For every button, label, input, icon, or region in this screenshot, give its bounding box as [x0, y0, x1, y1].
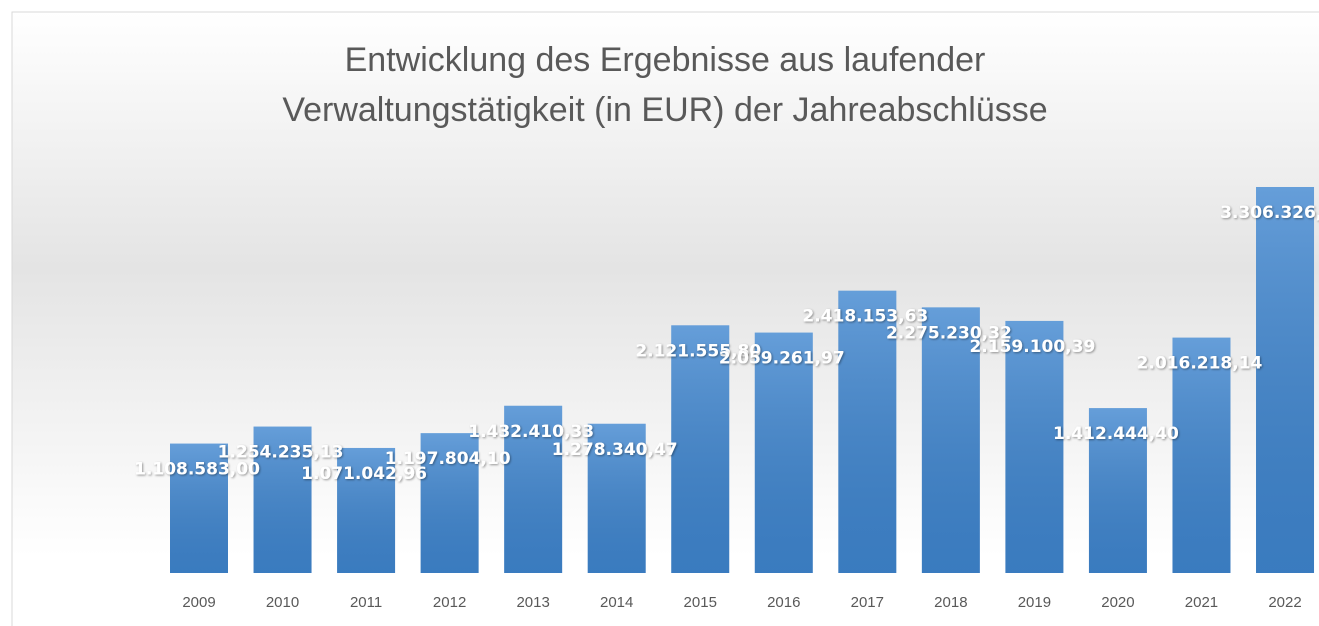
- data-label: 2.418.153,63: [802, 307, 928, 327]
- data-label: 3.306.326,06: [1220, 203, 1319, 223]
- x-tick-label: 2020: [1101, 594, 1134, 611]
- data-label: 1.432.410,33: [468, 422, 594, 442]
- x-tick-label: 2017: [851, 594, 884, 611]
- x-tick-label: 2019: [1018, 594, 1051, 611]
- x-tick-label: 2022: [1268, 594, 1301, 611]
- data-label: 2.016.218,14: [1137, 354, 1263, 374]
- x-tick-label: 2021: [1185, 594, 1218, 611]
- x-tick-label: 2010: [266, 594, 299, 611]
- x-tick-label: 2009: [182, 594, 215, 611]
- x-tick-label: 2012: [433, 594, 466, 611]
- data-label: 2.159.100,39: [969, 337, 1095, 357]
- data-label: 1.278.340,47: [552, 440, 678, 460]
- data-label: 1.108.583,00: [134, 460, 260, 480]
- data-label: 2.275.230,32: [886, 323, 1012, 343]
- x-tick-label: 2015: [684, 594, 717, 611]
- x-tick-label: 2013: [516, 594, 549, 611]
- data-label: 2.121.555,80: [635, 341, 761, 361]
- x-tick-label: 2016: [767, 594, 800, 611]
- x-tick-label: 2011: [350, 594, 382, 611]
- data-label: 1.412.444,40: [1053, 424, 1179, 444]
- x-tick-label: 2014: [600, 594, 633, 611]
- chart-title: Verwaltungstätigkeit (in EUR) der Jahrea…: [282, 91, 1047, 129]
- data-label: 2.059.261,97: [719, 349, 845, 369]
- data-label: 1.254.235,13: [218, 443, 344, 463]
- bar: [754, 332, 813, 573]
- x-tick-label: 2018: [934, 594, 967, 611]
- data-label: 1.071.042,96: [301, 464, 427, 484]
- bar: [1005, 320, 1064, 573]
- chart-title: Entwicklung des Ergebnisse aus laufender: [345, 41, 986, 79]
- bar: [1256, 187, 1315, 573]
- data-label: 1.197.804,10: [385, 449, 511, 469]
